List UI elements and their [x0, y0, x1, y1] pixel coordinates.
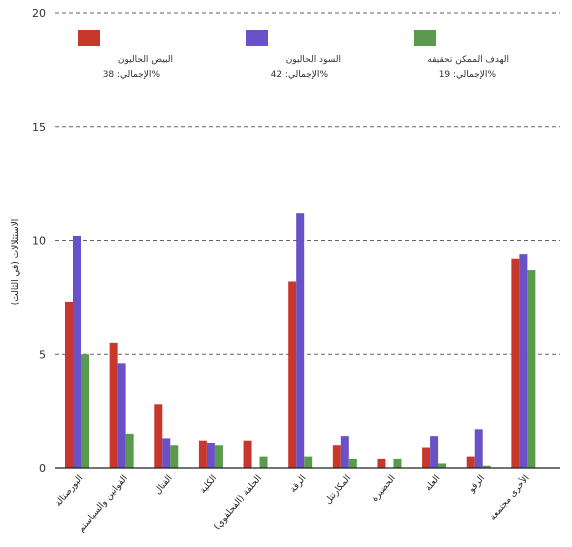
bar — [474, 429, 483, 468]
bar — [117, 363, 126, 468]
category-label: الأخرى مجتمعة — [487, 472, 532, 522]
legend-label: السود الحاليون — [286, 55, 341, 65]
bar — [422, 447, 431, 468]
category-label: الرقة — [288, 474, 308, 495]
legend-swatch — [414, 30, 436, 46]
legend-total: الإجمالي: 38% — [103, 70, 161, 80]
bar — [154, 404, 163, 468]
legend-label: الهدف الممكن تحقيقه — [427, 55, 509, 65]
grid-lines — [55, 12, 560, 355]
bar — [466, 456, 475, 468]
legend-label: البيض الحاليون — [118, 55, 173, 65]
bar — [430, 436, 439, 468]
bar — [170, 445, 179, 468]
bar — [73, 235, 81, 468]
bar — [198, 440, 207, 468]
bar — [288, 281, 297, 468]
bar — [511, 258, 520, 468]
bar — [162, 438, 171, 468]
legend-swatch — [78, 30, 100, 46]
bar — [259, 456, 268, 468]
legend-swatch — [246, 30, 268, 46]
bars — [65, 213, 536, 468]
y-tick-label: 0 — [39, 462, 46, 475]
bar — [348, 458, 357, 468]
bar — [377, 458, 386, 468]
bar — [304, 456, 313, 468]
y-axis-label: الاستثلالات (في الثالث) — [11, 219, 21, 305]
bar — [438, 463, 447, 468]
category-label: الرقو — [466, 474, 487, 496]
category-label: الحلفة (الفحلقوي) — [212, 474, 263, 533]
category-label: القتال — [153, 474, 175, 497]
bar — [519, 254, 528, 468]
category-label: العلة — [424, 474, 443, 494]
bar — [296, 213, 305, 468]
legend-total: الإجمالي: 42% — [271, 70, 329, 80]
category-label: الكلية — [198, 474, 219, 496]
bar — [81, 354, 89, 468]
y-tick-label: 15 — [32, 121, 46, 134]
bar — [243, 440, 252, 468]
bar — [527, 270, 536, 468]
category-label: القوانين والسياستم — [77, 474, 130, 535]
bar — [109, 342, 118, 468]
category-label: الحضيرة — [370, 474, 398, 504]
legend: البيض الحاليون الإجمالي: 38% السود الحاليو… — [78, 30, 509, 80]
bar — [125, 433, 134, 468]
y-tick-label: 20 — [32, 7, 46, 20]
bar — [340, 436, 349, 468]
y-tick-label: 10 — [32, 235, 46, 248]
y-tick-labels: 0 5 10 15 20 — [32, 7, 46, 475]
bar — [482, 465, 491, 468]
bar — [65, 301, 73, 468]
bar — [206, 442, 215, 468]
bar — [214, 445, 223, 468]
category-label: المكارتتل — [323, 474, 353, 507]
y-tick-label: 5 — [39, 348, 46, 361]
bar — [393, 458, 402, 468]
legend-total: الإجمالي: 19% — [439, 70, 497, 80]
bar — [332, 445, 341, 468]
category-label: البورصتالة — [53, 474, 85, 509]
